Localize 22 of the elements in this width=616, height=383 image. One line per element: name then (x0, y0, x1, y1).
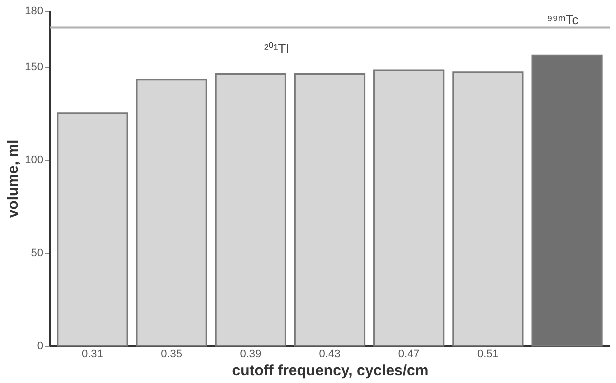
annotation: ²⁰¹Tl (264, 41, 290, 56)
x-tick-label: 0.51 (477, 348, 499, 360)
bar (215, 74, 286, 347)
bar (136, 79, 208, 347)
y-tick-label: 180 (25, 6, 44, 18)
y-axis-title: volume, ml (5, 140, 22, 218)
y-tick-label: 50 (31, 247, 44, 260)
bar (294, 74, 366, 347)
x-tick-label: 0.31 (82, 348, 104, 360)
bar (452, 72, 524, 347)
bar (374, 70, 445, 347)
bar (57, 112, 128, 347)
bar (532, 54, 603, 347)
y-tick-label: 150 (25, 61, 44, 74)
x-tick-label: 0.39 (240, 348, 262, 360)
y-tick-label: 100 (25, 154, 44, 166)
y-tick-label: 0 (37, 340, 44, 352)
x-tick-label: 0.47 (398, 348, 420, 360)
x-axis-title: cutoff frequency, cycles/cm (232, 362, 429, 380)
x-tick-label: 0.35 (161, 348, 183, 360)
annotation: ⁹⁹ᵐTc (547, 12, 580, 28)
x-tick-label: 0.43 (319, 348, 341, 360)
